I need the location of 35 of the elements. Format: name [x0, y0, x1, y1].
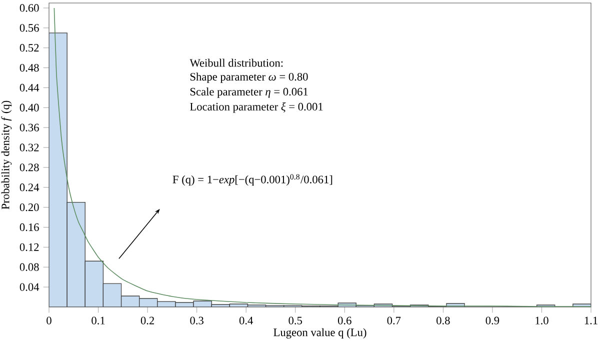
x-tick-label: 0.9 — [486, 316, 500, 324]
x-tick-label: 0.6 — [338, 316, 352, 324]
x-tick-label: 0.7 — [387, 316, 401, 324]
x-tick-label: 1.0 — [536, 316, 548, 324]
y-tick-label: 0.04 — [20, 283, 40, 291]
annotation: Weibull distribution: — [190, 58, 283, 67]
y-tick-label: 0.56 — [20, 24, 39, 32]
y-tick-label: 0.28 — [20, 164, 39, 172]
annotation: F (q) = 1−exp[−(q−0.001)$^{0.8}$/0.061] — [172, 174, 332, 186]
annotation: Scale parameter η = 0.061 — [190, 88, 308, 98]
y-tick-label: 0.44 — [20, 84, 40, 92]
y-tick-label: 0.20 — [20, 203, 39, 212]
y-tick-label: 0.24 — [20, 184, 40, 192]
y-tick-label: 0.32 — [20, 144, 39, 152]
y-tick-label: 0.12 — [20, 243, 39, 252]
y-tick-label: 0.36 — [20, 124, 39, 132]
line-series — [54, 8, 591, 307]
x-tick-label: 0.3 — [190, 316, 204, 324]
x-tick-label: 0.1 — [92, 316, 105, 324]
x-tick-label: 0.5 — [288, 316, 302, 324]
annotation: Shape parameter ω = 0.80 — [190, 72, 308, 83]
x-axis-title: Lugeon value q (Lu) — [274, 328, 366, 339]
annotation: Location parameter ξ = 0.001 — [190, 102, 323, 113]
y-tick-label: 0.16 — [20, 223, 39, 232]
y-axis-title: Probability density f (q) — [1, 100, 12, 210]
x-tick-label: 0.2 — [140, 316, 154, 324]
x-tick-label: 0.8 — [436, 316, 450, 324]
y-tick-label: 0.48 — [20, 64, 39, 72]
x-tick-label: 0 — [46, 316, 52, 324]
x-tick-label: 0.4 — [239, 316, 254, 324]
y-tick-label: 0.60 — [20, 4, 39, 12]
y-tick-label: 0.40 — [20, 104, 39, 112]
y-tick-label: 0.52 — [20, 44, 39, 52]
x-tick-label: 1.1 — [584, 316, 598, 324]
y-tick-label: 0.08 — [20, 263, 39, 271]
